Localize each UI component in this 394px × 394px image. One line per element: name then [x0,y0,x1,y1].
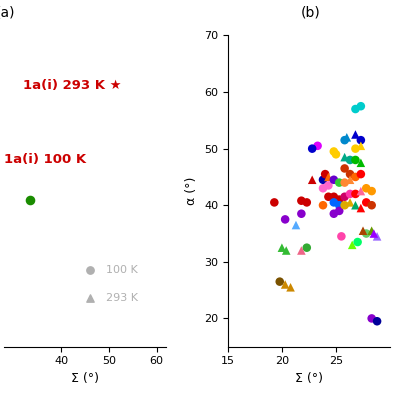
Text: (a): (a) [0,6,15,20]
Point [279,245,285,251]
Point [352,131,359,138]
Point [352,106,359,112]
Point [322,171,328,177]
Point [363,230,370,237]
Text: 1a(i) 293 K ★: 1a(i) 293 K ★ [23,79,122,92]
Point [342,165,348,172]
Point [331,199,337,206]
Point [277,279,283,285]
Point [304,245,310,251]
Text: 100 K: 100 K [106,266,138,275]
Point [347,199,353,206]
Point [368,202,375,208]
Point [352,157,359,163]
Point [325,174,332,180]
Point [355,239,361,245]
Point [320,177,326,183]
Point [352,174,359,180]
Point [304,199,310,206]
Point [368,228,375,234]
Point [352,191,359,197]
Point [338,233,344,240]
Point [342,179,348,186]
X-axis label: Σ (°): Σ (°) [71,372,99,385]
Point [344,134,350,141]
Point [368,188,375,194]
Point [363,185,370,191]
Text: (b): (b) [301,6,321,20]
Point [331,193,337,200]
Point [298,247,305,254]
Point [358,103,364,110]
Point [331,177,337,183]
Point [374,233,380,240]
Point [336,202,342,208]
Point [325,193,332,200]
Point [298,197,305,204]
Point [358,160,364,166]
Point [333,151,339,158]
Point [358,188,364,194]
Point [336,179,342,186]
Point [347,157,353,163]
Y-axis label: α (°): α (°) [186,177,199,205]
Point [320,202,326,208]
Point [374,318,380,324]
Point [325,182,332,189]
Point [27,197,33,204]
Point [358,143,364,149]
Point [283,247,289,254]
Point [358,137,364,143]
Point [309,145,315,152]
Point [342,154,348,160]
Point [349,242,355,248]
Point [287,284,294,290]
Point [336,208,342,214]
Text: 293 K: 293 K [106,294,138,303]
Point [336,197,342,203]
Text: 1a(i) 100 K: 1a(i) 100 K [4,154,86,166]
Point [358,171,364,177]
Point [282,281,288,288]
Point [358,205,364,211]
Point [347,177,353,183]
Point [314,143,321,149]
Point [293,222,299,228]
Point [352,202,359,208]
Point [298,210,305,217]
X-axis label: Σ (°): Σ (°) [295,372,323,385]
Point [282,216,288,223]
Point [342,193,348,200]
Point [352,145,359,152]
Point [368,315,375,322]
Point [347,171,353,177]
Point [331,210,337,217]
Point [342,137,348,143]
Point [347,191,353,197]
Point [271,199,277,206]
Point [342,202,348,208]
Point [371,230,377,237]
Point [360,228,366,234]
Point [309,177,315,183]
Point [320,185,326,191]
Point [331,148,337,154]
Point [363,199,370,206]
